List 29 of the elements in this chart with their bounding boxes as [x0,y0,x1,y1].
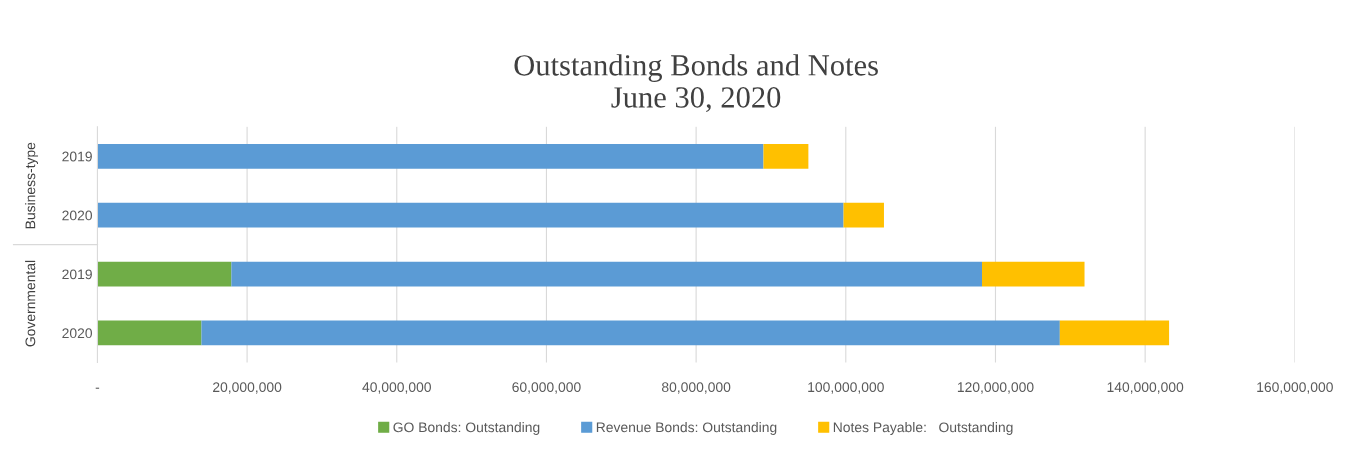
bar [843,202,884,228]
bar [1059,320,1170,346]
y-tick-label: 2020 [62,328,93,339]
chart-title: Outstanding Bonds and Notes June 30, 2020 [514,54,878,113]
bar [763,143,809,169]
bar [97,202,844,228]
text: Business-type [25,142,39,229]
x-tick-label: - [95,387,100,389]
x-tick-label: 120,000,000 [957,382,1034,394]
bar [982,261,1085,287]
bar [201,320,1060,346]
x-tick-label: 80,000,000 [661,382,731,394]
bar [97,320,202,346]
x-tick-label: 60,000,000 [512,382,581,394]
x-tick-label: 20,000,000 [213,382,282,394]
bar [231,261,982,287]
bar [97,261,232,287]
legend-label: GO Bonds: Outstanding [393,422,540,435]
legend-label: Revenue Bonds: Outstanding [596,422,777,435]
x-tick-label: 40,000,000 [362,382,431,394]
x-tick-label: 160,000,000 [1257,382,1333,394]
x-tick-label: 100,000,000 [808,382,884,394]
y-tick-label: 2019 [62,151,92,162]
x-tick-label: 140,000,000 [1107,382,1184,394]
bar [97,143,764,169]
legend-label: Notes Payable: Outstanding [833,422,1013,435]
text: Governmental [25,260,36,347]
y-tick-label: 2020 [62,210,93,221]
y-tick-label: 2019 [62,269,92,280]
